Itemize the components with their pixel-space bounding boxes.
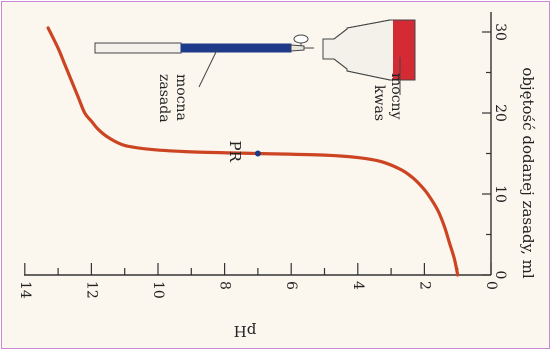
x-tick-label: 0	[492, 271, 508, 280]
flask-acid	[393, 20, 415, 80]
x-tick-label: 30	[492, 23, 508, 41]
burette-label-line2: zasada	[156, 74, 172, 123]
ticks: 0 10 20 30 0 2 4 6 8 10 12 14	[17, 23, 508, 299]
burette-label-line1: mocna	[173, 74, 189, 121]
equivalence-point-label: PR	[226, 141, 244, 163]
y-axis-title: pH	[234, 322, 257, 340]
y-tick-label: 6	[283, 281, 299, 290]
flask-illustration	[322, 19, 416, 81]
stopcock-handle	[293, 34, 309, 44]
y-tick-label: 8	[217, 281, 233, 290]
burette-tube-empty	[94, 42, 182, 54]
burette-tip	[290, 44, 305, 52]
y-tick-label: 0	[483, 281, 499, 290]
y-tick-label: 2	[416, 281, 432, 290]
flask-label-line1: mocny	[388, 73, 404, 120]
y-tick-label: 14	[17, 281, 33, 299]
burette-base-solution	[180, 43, 292, 53]
y-tick-label: 12	[83, 281, 99, 299]
burette-illustration	[94, 34, 314, 54]
y-tick-label: 10	[150, 281, 166, 299]
base-pointer	[198, 49, 218, 88]
annotation-layer: PR	[226, 141, 261, 163]
x-tick-label: 10	[492, 185, 508, 203]
flask-label-line2: kwas	[371, 85, 387, 121]
x-axis-title: objętość dodanej zasady, ml	[519, 67, 537, 279]
y-tick-label: 4	[350, 281, 366, 290]
equivalence-point-marker	[254, 150, 261, 157]
x-tick-label: 20	[492, 104, 508, 122]
